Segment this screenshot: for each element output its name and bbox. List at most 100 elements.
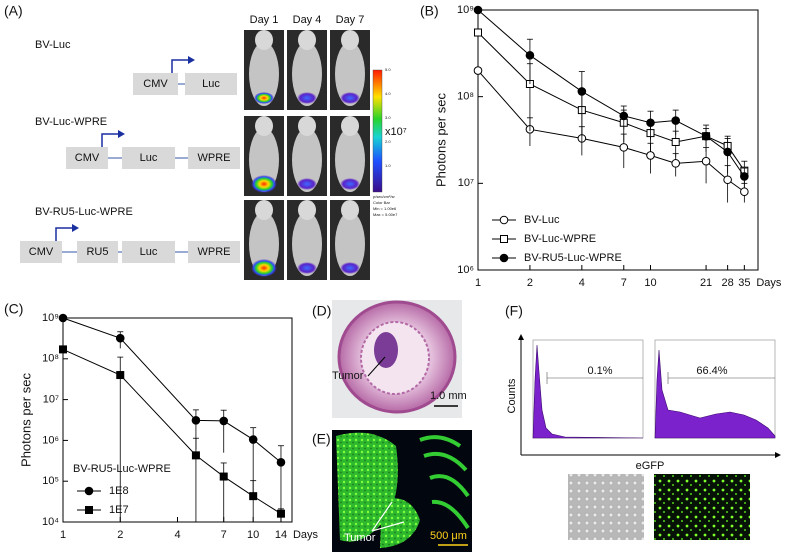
arrow-head <box>188 56 195 64</box>
element-label: RU5 <box>86 246 108 258</box>
mouse-body <box>292 128 322 192</box>
mouse-head <box>298 200 316 220</box>
color-bar-tick: 3.0 <box>385 115 391 120</box>
legend-label: BV-Luc-WPRE <box>524 233 596 245</box>
micrographs <box>568 474 750 540</box>
marker <box>740 172 749 181</box>
x-tick-label: 10 <box>247 529 259 541</box>
panel-label: (C) <box>4 301 23 317</box>
y-axis-label: Photons per sec <box>18 373 33 467</box>
x-tick-label: 2 <box>117 529 123 541</box>
marker <box>59 345 67 354</box>
element-label: CMV <box>143 78 168 90</box>
marker <box>701 156 711 166</box>
legend-label: BV-Luc <box>524 214 560 226</box>
x-axis-label: Days <box>756 277 782 289</box>
legend-marker <box>84 486 94 496</box>
marker <box>701 131 711 141</box>
legend-label: BV-RU5-Luc-WPRE <box>524 252 622 264</box>
color-bar-tick: 1.0 <box>385 163 391 168</box>
y-tick-label: 10⁷ <box>43 394 59 406</box>
color-bar-note: Min = 1.00e6 <box>373 206 397 211</box>
signal <box>297 262 317 274</box>
day-label: Day 4 <box>293 14 322 26</box>
promoter-arrow <box>171 59 188 73</box>
x-axis-label: Days <box>293 529 319 541</box>
legend-title: BV-RU5-Luc-WPRE <box>73 463 171 475</box>
element-label: WPRE <box>198 246 231 258</box>
promoter-arrow <box>55 227 72 241</box>
annotation: Tumor <box>344 532 376 544</box>
promoter-arrow <box>101 133 118 147</box>
marker <box>276 458 286 467</box>
element-box <box>185 73 237 95</box>
mouse-head <box>341 30 359 50</box>
marker <box>619 111 629 121</box>
construct-name: BV-Luc-WPRE <box>35 116 107 128</box>
y-tick-label: 10⁹ <box>42 312 59 324</box>
fluorescence-image <box>332 430 472 552</box>
signal <box>251 259 277 277</box>
series-line <box>477 70 745 193</box>
marker <box>646 118 655 128</box>
marker <box>191 416 201 425</box>
legend-marker <box>500 235 508 243</box>
signal <box>340 178 360 190</box>
construct-name: BV-Luc <box>35 39 71 51</box>
element-box <box>188 241 240 263</box>
legend-marker <box>499 253 509 263</box>
construct-name: BV-RU5-Luc-WPRE <box>35 206 133 218</box>
signal <box>340 92 360 104</box>
x-tick-label: 7 <box>621 277 627 289</box>
y-tick-label: 10⁴ <box>42 516 59 528</box>
element-box <box>122 147 175 169</box>
marker <box>671 116 680 125</box>
mouse-body <box>292 42 322 106</box>
signal <box>254 92 274 104</box>
marker <box>115 333 125 343</box>
mouse-head <box>298 116 316 136</box>
percentage: 0.1% <box>587 365 612 377</box>
marker <box>723 175 732 185</box>
mouse-head <box>341 200 359 220</box>
signal <box>251 175 277 193</box>
marker <box>473 66 483 75</box>
x-tick-label: 28 <box>722 277 734 289</box>
percentage: 66.4% <box>696 365 727 377</box>
mouse-body <box>249 128 279 192</box>
signal <box>297 92 317 104</box>
marker <box>219 472 228 481</box>
mouse-head <box>255 30 273 50</box>
mouse-head <box>298 30 316 50</box>
series-line <box>477 9 745 177</box>
marker <box>473 5 483 15</box>
panel-label: (D) <box>312 303 331 319</box>
x-tick-label: 2 <box>527 277 533 289</box>
panel-label: (E) <box>312 431 331 447</box>
y-tick-label: 10⁶ <box>42 434 59 446</box>
day-label: Day 1 <box>250 14 279 26</box>
mouse-body <box>249 212 279 276</box>
arrow-head <box>118 130 125 138</box>
marker <box>276 509 285 518</box>
x-tick-label: 1 <box>475 277 481 289</box>
x-tick-label: 21 <box>700 277 712 289</box>
marker <box>671 159 680 168</box>
mouse-body <box>335 128 365 192</box>
flow-histograms <box>518 334 781 458</box>
mouse-body <box>292 212 322 276</box>
panel-label: (A) <box>4 3 23 19</box>
element-label: CMV <box>29 246 54 258</box>
y-tick-label: 10⁷ <box>458 177 474 189</box>
series-line <box>62 317 282 463</box>
element-label: Luc <box>140 152 158 164</box>
x-tick-label: 7 <box>221 529 227 541</box>
axis-label: eGFP <box>636 460 665 472</box>
plot-frame <box>477 9 759 271</box>
mouse-body <box>249 42 279 106</box>
color-bar-note: Max = 5.00e7 <box>373 212 398 217</box>
marker <box>58 313 68 323</box>
mouse-head <box>341 116 359 136</box>
element-box <box>77 241 118 263</box>
